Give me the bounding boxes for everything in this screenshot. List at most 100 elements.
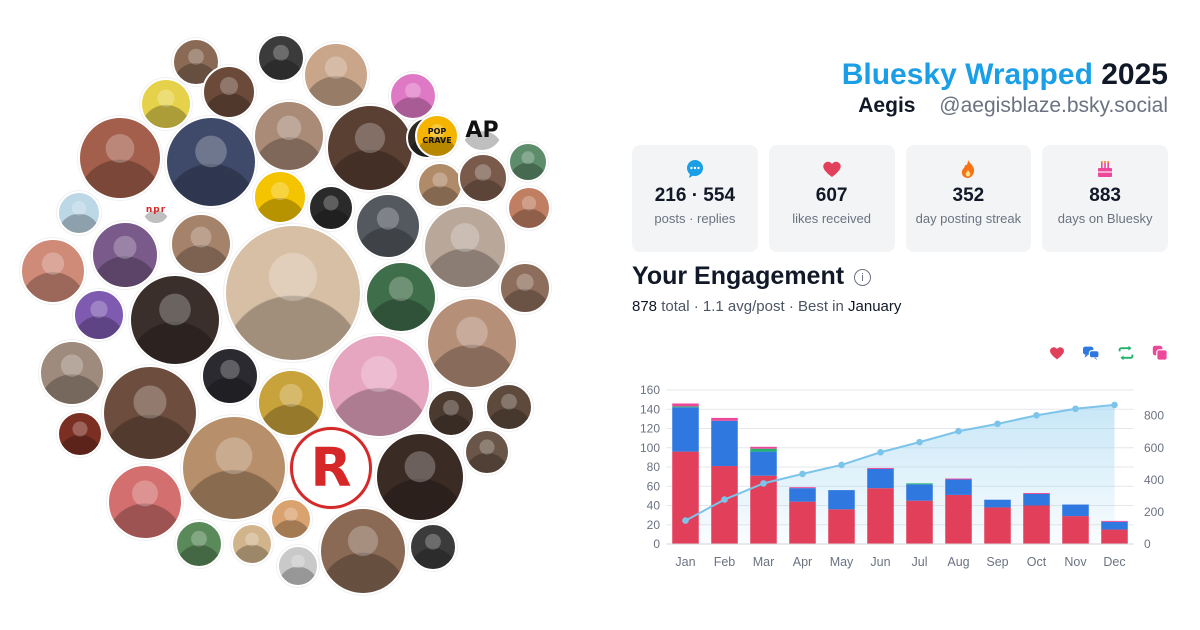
separator: ·	[693, 298, 699, 315]
cumulative-point	[1033, 412, 1040, 419]
y2-tick-label: 200	[1144, 505, 1164, 519]
y-tick-label: 80	[647, 460, 661, 474]
page-title: Bluesky Wrapped 2025	[842, 58, 1168, 92]
avatar	[277, 545, 319, 587]
y-tick-label: 40	[647, 499, 661, 513]
cumulative-point	[955, 427, 962, 435]
bar-segment	[789, 501, 816, 544]
stat-label: likes received	[792, 211, 871, 226]
avatar	[417, 162, 463, 208]
stat-card-posts: 216 · 554 posts · replies	[632, 145, 758, 252]
y2-tick-label: 0	[1144, 537, 1151, 551]
info-icon[interactable]: i	[854, 269, 871, 286]
stat-value: 607	[815, 185, 848, 206]
bar-segment	[945, 478, 972, 480]
logo-text: POP CRAVE	[422, 127, 452, 145]
logo-avatar: R	[290, 427, 372, 509]
avatar	[91, 221, 159, 289]
avatar	[181, 415, 287, 521]
bar-segment	[906, 500, 933, 544]
x-tick-label: Nov	[1064, 555, 1087, 569]
fire-icon	[906, 159, 1032, 181]
reply-icon[interactable]	[1082, 345, 1100, 365]
bar-segment	[1023, 493, 1050, 506]
x-tick-label: Oct	[1027, 555, 1047, 569]
logo-text: R	[310, 437, 352, 499]
stat-label: day posting streak	[915, 211, 1022, 226]
cumulative-point	[1072, 405, 1079, 413]
quote-icon[interactable]	[1152, 345, 1168, 365]
bar-segment	[711, 420, 738, 467]
avatar	[57, 411, 103, 457]
avatar	[464, 429, 510, 475]
bar-segment	[1101, 529, 1128, 544]
stat-card-likes: 607 likes received	[768, 145, 895, 252]
avatar	[308, 185, 354, 231]
avatar	[375, 432, 465, 522]
avatar	[102, 365, 198, 461]
stats-row: 216 · 554 posts · replies 607 likes rece…	[632, 145, 1168, 252]
avatar	[389, 72, 437, 120]
cumulative-point	[994, 420, 1001, 428]
bar-segment	[867, 467, 894, 469]
engagement-chart: 0 20 40 60 80 100 120 140 160 0 200 400 600 800 Jan Feb…	[640, 383, 1164, 569]
user-info: Aegis @aegisblaze.bsky.social	[858, 94, 1168, 118]
x-tick-label: Jan	[675, 555, 695, 569]
bar-segment	[1101, 521, 1128, 530]
y-tick-label: 120	[640, 422, 660, 436]
logo-text: AP	[465, 117, 499, 143]
avatar	[327, 334, 431, 438]
cumulative-point	[916, 438, 923, 446]
bar-segment	[1062, 504, 1089, 517]
engagement-average: 1.1 avg/post	[702, 298, 785, 315]
engagement-total: 878	[632, 298, 658, 315]
y2-tick-label: 600	[1144, 441, 1164, 455]
y-tick-label: 140	[640, 402, 660, 416]
heart-icon[interactable]	[1049, 345, 1065, 365]
avatar	[499, 262, 551, 314]
cake-icon	[1042, 159, 1168, 181]
logo-avatar: POP CRAVE	[415, 114, 459, 158]
cumulative-point	[682, 517, 689, 524]
avatar	[409, 523, 457, 571]
chart-legend	[1049, 345, 1168, 365]
engagement-title: Your Engagement	[632, 262, 845, 290]
cumulative-point	[721, 496, 728, 503]
avatar	[365, 261, 437, 333]
avatar	[39, 340, 105, 406]
cumulative-area	[685, 404, 1115, 544]
stat-value: 216 · 554	[654, 185, 736, 206]
bar-segment	[867, 468, 894, 489]
stat-label: posts · replies	[654, 211, 736, 226]
heart-icon	[769, 159, 895, 181]
bar-segment	[945, 494, 972, 544]
bar-segment	[672, 407, 699, 452]
avatar	[485, 383, 533, 431]
avatar	[57, 191, 101, 235]
avatar	[202, 65, 256, 119]
avatar	[426, 297, 518, 389]
stat-card-streak: 352 day posting streak	[905, 145, 1032, 252]
bar-segment	[828, 509, 855, 544]
x-tick-label: May	[830, 555, 854, 569]
user-handle: @aegisblaze.bsky.social	[939, 94, 1168, 117]
bar-segment	[1062, 516, 1089, 544]
avatar	[165, 116, 257, 208]
avatar	[270, 498, 312, 540]
avatar	[129, 274, 221, 366]
bar-segment	[789, 488, 816, 502]
bar-segment	[906, 483, 933, 485]
repost-icon[interactable]	[1117, 345, 1135, 365]
wrapped-summary: Bluesky Wrapped 2025 Aegis @aegisblaze.b…	[632, 0, 1168, 630]
logo-avatar: npr	[141, 195, 171, 225]
y-tick-label: 100	[640, 441, 660, 455]
avatar	[508, 142, 548, 182]
y-tick-label: 0	[653, 537, 660, 551]
bar-segment	[906, 484, 933, 501]
logo-text: npr	[145, 205, 167, 215]
engagement-summary: 878 total · 1.1 avg/post · Best in Janua…	[632, 298, 901, 315]
bar-segment	[789, 487, 816, 489]
logo-avatar: AP	[460, 108, 504, 152]
avatar-collage: POP CRAVE AP npr R	[20, 34, 551, 595]
bar-segment	[984, 507, 1011, 544]
